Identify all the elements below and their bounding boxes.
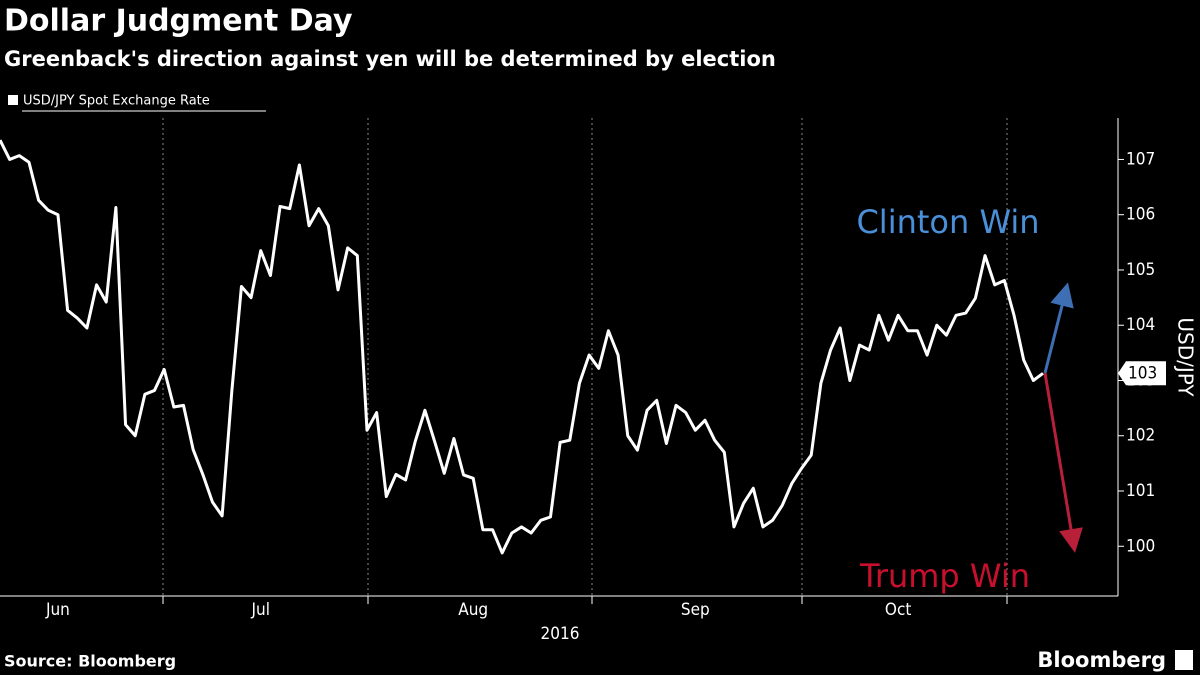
clinton-arrow <box>1043 282 1074 374</box>
x-tick-label: Aug <box>458 600 488 620</box>
annotation: Clinton Win <box>856 203 1039 241</box>
legend-swatch <box>8 95 18 105</box>
y-tick-label: 107 <box>1126 149 1155 169</box>
annotation: Trump Win <box>859 557 1030 595</box>
source: Source: Bloomberg <box>4 652 176 671</box>
chart-subtitle: Greenback's direction against yen will b… <box>4 47 776 71</box>
y-tick-label: 102 <box>1126 426 1155 446</box>
x-axis-label: 2016 <box>541 624 580 644</box>
brand: Bloomberg <box>1037 648 1166 672</box>
last-value-tag <box>1118 361 1166 386</box>
last-value-label: 103 <box>1128 363 1157 383</box>
x-tick-label: Oct <box>885 600 911 620</box>
trump-arrow <box>1043 372 1083 553</box>
x-tick-label: Sep <box>681 600 710 620</box>
y-tick-label: 101 <box>1126 481 1155 501</box>
y-tick-label: 104 <box>1126 315 1155 335</box>
y-axis-label: USD/JPY <box>1174 317 1198 397</box>
y-tick-label: 105 <box>1126 260 1155 280</box>
brand-icon <box>1175 650 1193 670</box>
y-tick-label: 100 <box>1126 536 1155 556</box>
y-tick-label: 106 <box>1126 205 1155 225</box>
line <box>0 139 1044 555</box>
chart-title: Dollar Judgment Day <box>4 4 353 39</box>
x-tick-label: Jul <box>251 600 270 620</box>
month-separators <box>162 118 1008 596</box>
x-tick-label: Jun <box>45 600 70 620</box>
legend-label: USD/JPY Spot Exchange Rate <box>23 94 210 109</box>
month-ticks <box>162 596 1008 604</box>
